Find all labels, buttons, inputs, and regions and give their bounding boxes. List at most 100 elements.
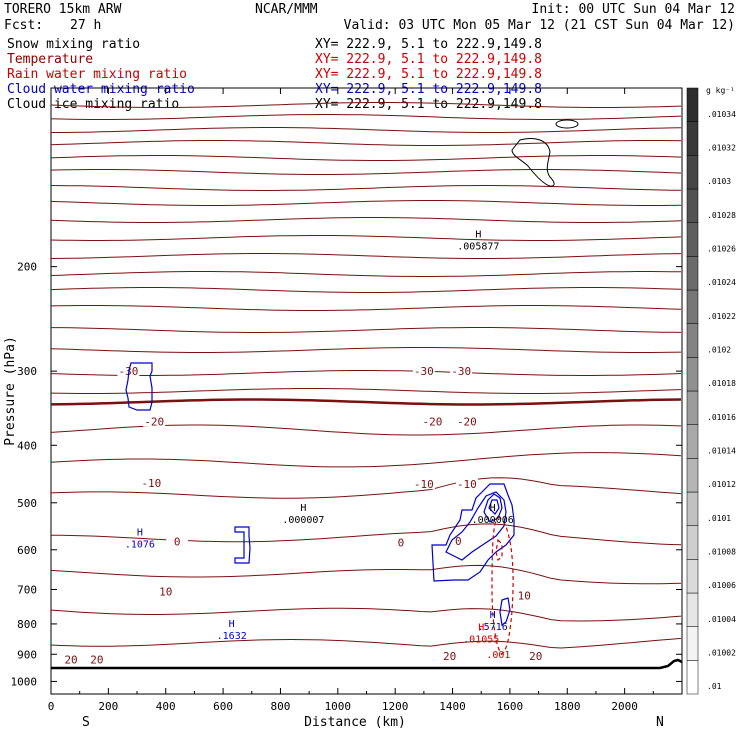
temperature-label-bg	[421, 414, 444, 427]
legend-label-snow: Snow mixing ratio	[7, 37, 140, 52]
colorbar-tick-label: .01014	[707, 447, 736, 456]
temperature-label-bg	[455, 414, 478, 427]
colorbar-tick-label: .01008	[707, 548, 736, 557]
y-tick-label: 400	[17, 439, 37, 452]
isotherm	[50, 169, 682, 175]
high-marker-value: .001	[486, 650, 510, 661]
temperature-label: -10	[141, 477, 161, 490]
legend: Snow mixing ratio XY= 222.9, 5.1 to 222.…	[7, 37, 542, 112]
cloud-water-contours	[125, 362, 515, 627]
legend-xy-temperature: XY= 222.9, 5.1 to 222.9,149.8	[315, 52, 542, 67]
endpoint-left: S	[82, 715, 90, 730]
colorbar-tick-label: .01002	[707, 649, 736, 658]
x-tick-label: 400	[156, 700, 176, 713]
plot-frame	[50, 87, 683, 695]
temperature-label: -20	[423, 416, 443, 429]
isotherm	[50, 140, 682, 146]
x-tick-label: 2000	[611, 700, 638, 713]
high-marker-value: .005877	[457, 242, 499, 253]
y-tick-label: 900	[17, 648, 37, 661]
cloud-water-contour-upper-left	[125, 362, 153, 411]
high-marker-letter: H	[229, 619, 235, 630]
isotherm	[50, 477, 682, 499]
org-title: NCAR/MMM	[255, 2, 318, 17]
temperature-isotherms	[50, 102, 682, 649]
isotherm	[50, 607, 682, 622]
high-marker-letter: H	[478, 623, 484, 634]
legend-label-cloud-water: Cloud water mixing ratio	[7, 82, 195, 97]
legend-xy-snow: XY= 222.9, 5.1 to 222.9,149.8	[315, 37, 542, 52]
isotherm	[50, 114, 682, 120]
colorbar-tick-label: .0101	[707, 514, 731, 523]
x-axis-title: Distance (km)	[304, 715, 406, 730]
y-tick-label: 600	[17, 544, 37, 557]
x-tick-label: 1400	[439, 700, 466, 713]
isotherm	[50, 155, 682, 161]
temperature-label: 0	[174, 535, 181, 548]
temperature-label-bg	[389, 535, 412, 548]
colorbar-swatch	[686, 357, 699, 392]
colorbar-tick-label: .01012	[707, 480, 736, 489]
colorbar-tick-label: .01032	[707, 144, 736, 153]
colorbar-swatch	[686, 424, 699, 459]
x-tick-label: 800	[271, 700, 291, 713]
legend-xy-cloud-ice: XY= 222.9, 5.1 to 222.9,149.8	[315, 97, 542, 112]
x-tick-label: 1000	[325, 700, 352, 713]
cloud-water-contour-core	[488, 499, 500, 515]
rain-water-contour-inner	[495, 538, 503, 562]
high-marker-letter: H	[137, 528, 143, 539]
colorbar-tick-label: .01004	[707, 615, 736, 624]
temperature-label-bg	[140, 475, 163, 488]
isotherm	[51, 127, 682, 133]
temperature-label-bg	[143, 414, 166, 427]
colorbar-tick-label: .01016	[707, 413, 736, 422]
high-marker-value: .01055	[463, 635, 499, 646]
colorbar-tick-label: .01034	[707, 110, 736, 119]
colorbar-swatch	[686, 592, 699, 627]
snow-contour-small	[555, 119, 579, 129]
colorbar-swatch	[686, 222, 699, 257]
temperature-label-bg	[450, 364, 473, 377]
isotherm	[50, 102, 682, 108]
isotherm	[50, 253, 682, 259]
colorbar-tick-label: .01018	[707, 379, 736, 388]
temperature-label-bg	[447, 534, 470, 547]
colorbar-swatch	[686, 559, 699, 594]
colorbar-tick-label: .0103	[707, 177, 731, 186]
y-tick-label: 800	[17, 618, 37, 631]
colorbar-swatch	[686, 458, 699, 493]
temperature-label-bg	[524, 648, 547, 661]
high-marker-letter: H	[300, 503, 306, 514]
high-marker-value: .000006	[472, 515, 514, 526]
temperature-label: 20	[529, 650, 542, 663]
temperature-label: 0	[398, 536, 405, 549]
colorbar-swatch	[686, 121, 699, 156]
temperature-label: 20	[90, 653, 103, 666]
x-tick-label: 1600	[497, 700, 524, 713]
temperature-label: -30	[414, 365, 434, 378]
legend-xy-rain: XY= 222.9, 5.1 to 222.9,149.8	[315, 67, 542, 82]
y-tick-label: 1000	[11, 675, 38, 688]
isotherm	[50, 564, 682, 585]
terrain-line	[51, 658, 683, 670]
colorbar-tick-label: .01006	[707, 581, 736, 590]
colorbar-swatch	[686, 390, 699, 425]
high-marker-value: .000007	[282, 515, 324, 526]
colorbar-swatch	[686, 525, 699, 560]
temperature-label: -10	[414, 478, 434, 491]
y-tick-label: 500	[17, 497, 37, 510]
colorbar-swatch	[686, 323, 699, 358]
colorbar-swatch	[686, 491, 699, 526]
valid-time: Valid: 03 UTC Mon 05 Mar 12 (21 CST Sun …	[344, 18, 735, 33]
temperature-label-bg	[513, 588, 536, 601]
colorbar: .01 .01002 .01004 .01006 .01008 .0101 .01012 .0…	[686, 87, 736, 695]
colorbar-swatch	[686, 155, 699, 190]
temperature-label: 10	[518, 589, 531, 602]
endpoint-right: N	[656, 715, 664, 730]
cloud-water-contour-mid	[445, 491, 507, 561]
y-tick-label: 300	[17, 365, 37, 378]
temperature-label-bg	[166, 534, 189, 547]
isotherm	[50, 185, 682, 191]
high-marker-value: .1076	[125, 540, 155, 551]
x-tick-label: 200	[98, 700, 118, 713]
